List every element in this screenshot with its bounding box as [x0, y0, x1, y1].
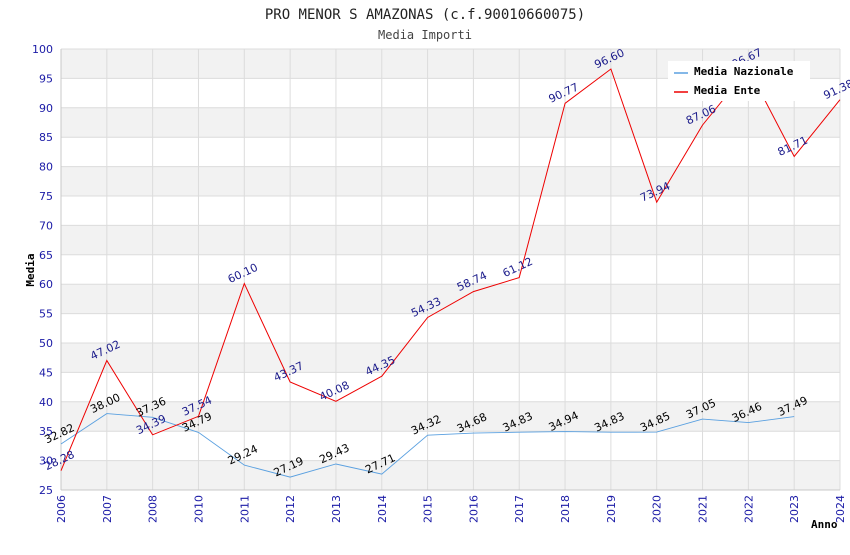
y-tick-label: 85: [39, 131, 53, 144]
y-tick-label: 65: [39, 249, 53, 262]
x-tick-label: 2014: [376, 495, 389, 523]
x-tick-label: 2013: [330, 495, 343, 523]
x-tick-label: 2007: [101, 495, 114, 523]
x-tick-label: 2011: [238, 495, 251, 523]
chart-subtitle: Media Importi: [378, 28, 472, 42]
y-tick-label: 75: [39, 190, 53, 203]
data-label-media-ente: 91.38: [821, 77, 850, 102]
series-group: [60, 67, 841, 478]
y-tick-label: 50: [39, 337, 53, 350]
grid-band: [61, 284, 840, 314]
x-tick-label: 2008: [147, 495, 160, 523]
series-line-media-ente: [60, 67, 841, 471]
y-tick-label: 90: [39, 102, 53, 115]
legend: Media Nazionale Media Ente: [668, 61, 810, 101]
x-tick-label: 2022: [742, 495, 755, 523]
x-tick-label: 2017: [513, 495, 526, 523]
x-tick-label: 2020: [651, 495, 664, 523]
data-label-media-ente: 90.77: [547, 81, 581, 106]
grid-band: [61, 166, 840, 196]
axes: [60, 49, 840, 491]
series-line-media-nazionale: [60, 413, 795, 478]
y-tick-label: 25: [39, 484, 53, 497]
grid-bands: [61, 49, 840, 490]
y-tick-label: 60: [39, 278, 53, 291]
x-tick-label: 2006: [55, 495, 68, 523]
x-tick-label: 2010: [192, 495, 205, 523]
x-tick-label: 2012: [284, 495, 297, 523]
legend-label-media-nazionale: Media Nazionale: [694, 65, 794, 78]
grid-band: [61, 460, 840, 490]
y-tick-label: 40: [39, 396, 53, 409]
y-tick-label: 95: [39, 72, 53, 85]
x-tick-label: 2015: [422, 495, 435, 523]
legend-box: [668, 61, 810, 101]
data-label-media-ente: 61.12: [501, 255, 535, 280]
y-tick-label: 70: [39, 219, 53, 232]
grid-band: [61, 401, 840, 432]
x-tick-label: 2023: [788, 495, 801, 523]
grid-band: [61, 225, 840, 255]
grid-band: [61, 343, 840, 373]
x-tick-label: 2016: [467, 495, 480, 523]
y-tick-label: 80: [39, 161, 53, 174]
x-tick-label: 2024: [834, 495, 847, 523]
chart-title: PRO MENOR S AMAZONAS (c.f.90010660075): [265, 7, 585, 23]
x-axis-label: Anno: [811, 518, 838, 531]
x-tick-label: 2019: [605, 495, 618, 523]
y-tick-label: 30: [39, 455, 53, 468]
y-tick-label: 35: [39, 425, 53, 438]
legend-label-media-ente: Media Ente: [694, 84, 761, 97]
y-tick-label: 55: [39, 308, 53, 321]
grid-band: [61, 107, 840, 138]
data-label-media-ente: 60.10: [226, 261, 260, 286]
x-tick-label: 2018: [559, 495, 572, 523]
y-axis-label: Media: [24, 253, 37, 286]
tick-labels: 25 30 35 40 45 50 55 60 65 70 75 80 85 90 95 100 2006 200…: [32, 43, 847, 523]
data-label-media-ente: 40.08: [317, 379, 351, 404]
y-tick-label: 45: [39, 366, 53, 379]
y-tick-label: 100: [32, 43, 53, 56]
x-tick-label: 2021: [697, 495, 710, 523]
